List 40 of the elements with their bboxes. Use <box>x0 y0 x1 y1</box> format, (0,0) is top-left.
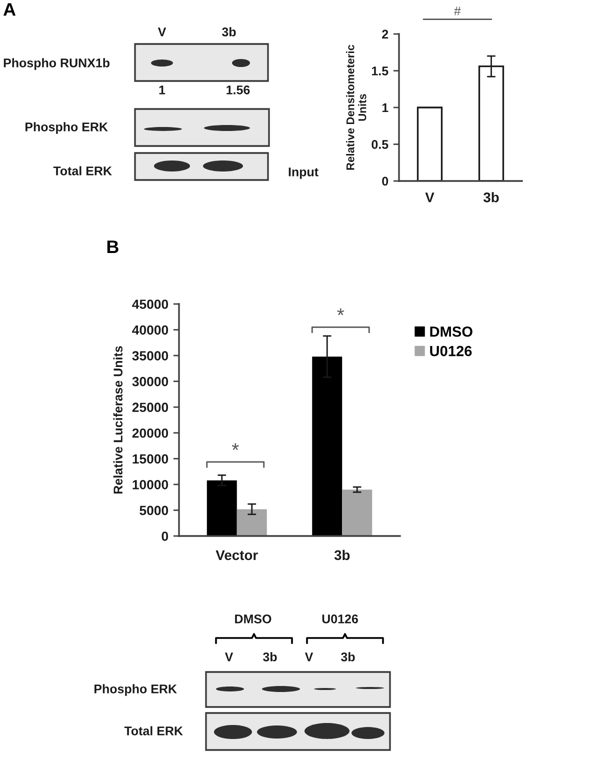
annotation: * <box>337 308 344 316</box>
y-tick-label: 1 <box>382 103 388 112</box>
y-tick-label: 0 <box>162 532 168 541</box>
chart-title: B <box>107 240 118 253</box>
text: # <box>454 6 461 16</box>
legend-label: DMSO <box>430 326 472 337</box>
text: 3b <box>222 27 236 36</box>
y-tick-label: 1.5 <box>372 66 388 76</box>
annotation: * <box>232 443 239 450</box>
y-tick-label: 5000 <box>140 506 168 516</box>
y-tick-label: 45000 <box>132 300 168 309</box>
y-tick-label: 30000 <box>132 376 168 386</box>
text: Total ERK <box>124 726 183 736</box>
text: Input <box>288 168 318 179</box>
text: Phospho ERK <box>94 684 177 696</box>
text: Phospho ERK <box>26 122 108 134</box>
y-tick-label: 25000 <box>132 402 168 412</box>
text: U0126 <box>322 614 358 624</box>
text: 1.56 <box>226 86 250 94</box>
y-axis-title: Relative Luciferase Units <box>113 346 122 494</box>
text: A <box>3 3 16 16</box>
y-tick-label: 2 <box>382 30 388 39</box>
x-tick-label: Vector <box>216 550 258 560</box>
y-tick-label: 15000 <box>132 454 168 464</box>
text: Phospho RUNX1b <box>4 58 110 70</box>
text: 3b <box>262 652 277 662</box>
y-axis-title: Relative Densitometeric Units <box>346 44 366 170</box>
y-tick-label: 40000 <box>132 325 168 335</box>
y-tick-label: 20000 <box>132 428 168 438</box>
text: 3b <box>340 652 355 662</box>
text: DMSO <box>235 614 272 624</box>
text: V <box>158 28 166 36</box>
y-tick-label: 10000 <box>132 480 168 490</box>
y-tick-label: 0.5 <box>372 140 388 149</box>
legend-label: U0126 <box>430 346 472 356</box>
y-tick-label: 35000 <box>132 351 168 360</box>
text: Total ERK <box>53 166 112 176</box>
text: V <box>224 652 234 662</box>
text: V <box>304 652 314 662</box>
y-tick-label: 0 <box>382 176 388 186</box>
